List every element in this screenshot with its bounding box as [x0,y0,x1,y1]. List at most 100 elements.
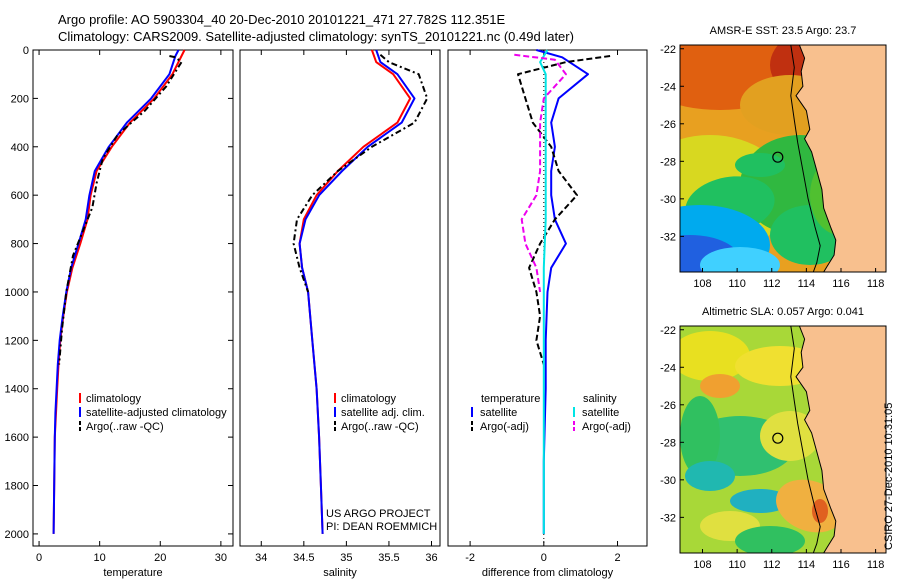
map-y-tick-label: -22 [660,325,676,337]
map-x-tick-label: 114 [798,278,816,290]
map-x-tick-label: 114 [798,559,816,571]
y-tick-label-temperature: 1200 [5,335,29,347]
project-annotation: PI: DEAN ROEMMICH [326,521,437,533]
x-tick-label-temperature: 0 [36,552,42,564]
x-tick-label-temperature: 20 [154,552,166,564]
side-timestamp: CSIRO 27-Dec-2010 10:31:05 [883,402,895,550]
map-x-tick-label: 110 [728,278,746,290]
map-y-tick-label: -24 [660,362,676,374]
map-field-patch [812,499,828,523]
series-line-temperature-1 [52,49,180,534]
map-field-patch [730,489,790,513]
x-tick-label-temperature: 30 [215,552,227,564]
legend-label-temperature: Argo(..raw -QC) [86,421,164,433]
project-annotation: US ARGO PROJECT [326,508,431,520]
legend-label-salinity: climatology [341,393,397,405]
y-tick-label-temperature: 1000 [5,287,29,299]
map-y-tick-label: -28 [660,156,676,168]
legend-title-salinity: salinity [583,393,617,405]
map-x-tick-label: 110 [728,559,746,571]
legend-label-difference: Argo(-adj) [582,421,631,433]
map-field-patch [700,247,780,272]
plot-frame-salinity [239,49,441,547]
x-axis-label-temperature: temperature [103,567,162,579]
map-title-sst-map: AMSR-E SST: 23.5 Argo: 23.7 [710,25,857,37]
map-x-tick-label: 116 [832,559,850,571]
map-x-tick-label: 118 [867,278,885,290]
series-line-difference-3 [514,53,567,293]
x-tick-label-salinity: 35 [340,552,352,564]
map-field-patch [680,396,720,476]
series-line-difference-2 [539,49,549,534]
x-tick-label-difference: 0 [541,552,547,564]
y-tick-label-temperature: 1600 [5,432,29,444]
map-y-tick-label: -26 [660,119,676,131]
x-tick-label-salinity: 36 [425,552,437,564]
legend-title-temperature: temperature [481,393,540,405]
map-y-tick-label: -24 [660,81,676,93]
map-frame-sla-map [679,325,887,554]
y-tick-label-temperature: 1800 [5,481,29,493]
map-field-patch [760,411,820,461]
map-y-tick-label: -30 [660,475,676,487]
map-y-tick-label: -30 [660,194,676,206]
y-tick-label-temperature: 400 [11,142,29,154]
map-field-patch [680,331,750,381]
argo-position-marker [772,151,784,163]
land-mask [795,326,886,553]
map-y-tick-label: -28 [660,437,676,449]
series-line-salinity-2 [292,54,429,293]
map-x-tick-label: 112 [763,278,781,290]
map-field-patch [735,153,785,177]
map-field-sst-map [680,45,886,272]
x-tick-label-salinity: 35.5 [378,552,399,564]
x-tick-label-temperature: 10 [94,552,106,564]
map-x-tick-label: 108 [693,559,711,571]
legend-label-salinity: satellite adj. clim. [341,407,425,419]
map-x-tick-label: 118 [867,559,885,571]
map-frame-sst-map [679,44,887,273]
y-tick-label-temperature: 2000 [5,529,29,541]
legend-label-temperature: satellite-adjusted climatology [86,407,227,419]
map-x-tick-label: 112 [763,559,781,571]
header-line-1: Argo profile: AO 5903304_40 20-Dec-2010 … [58,12,506,27]
x-tick-label-salinity: 34.5 [293,552,314,564]
map-field-patch [735,526,805,553]
y-tick-label-temperature: 200 [11,93,29,105]
series-line-temperature-2 [58,55,183,365]
series-line-difference-0 [536,49,589,534]
legend-label-temperature: climatology [86,393,142,405]
series-line-salinity-1 [298,49,416,534]
map-y-tick-label: -22 [660,44,676,56]
y-tick-label-temperature: 800 [11,239,29,251]
y-tick-label-temperature: 0 [23,45,29,57]
land-mask [795,45,886,272]
map-title-sla-map: Altimetric SLA: 0.057 Argo: 0.041 [702,306,864,318]
legend-label-difference: Argo(-adj) [480,421,529,433]
plot-frame-temperature [32,49,234,547]
x-axis-label-salinity: salinity [323,567,357,579]
map-field-sla-map [680,326,886,553]
bathymetry-contour [790,45,821,272]
x-tick-label-difference: 2 [614,552,620,564]
map-field-patch [685,461,735,491]
header-line-2: Climatology: CARS2009. Satellite-adjuste… [58,29,574,44]
x-tick-label-difference: -2 [465,552,475,564]
y-tick-label-temperature: 1400 [5,384,29,396]
legend-label-difference: satellite [480,407,517,419]
argo-position-marker [772,432,784,444]
map-x-tick-label: 116 [832,278,850,290]
x-axis-label-difference: difference from climatology [482,567,614,579]
map-field-patch [700,374,740,398]
bathymetry-contour [790,326,821,553]
map-y-tick-label: -32 [660,512,676,524]
map-x-tick-label: 108 [693,278,711,290]
map-y-tick-label: -26 [660,400,676,412]
y-tick-label-temperature: 600 [11,190,29,202]
x-tick-label-salinity: 34 [255,552,267,564]
series-line-difference-1 [517,55,611,365]
legend-label-difference: satellite [582,407,619,419]
map-y-tick-label: -32 [660,231,676,243]
legend-label-salinity: Argo(..raw -QC) [341,421,419,433]
